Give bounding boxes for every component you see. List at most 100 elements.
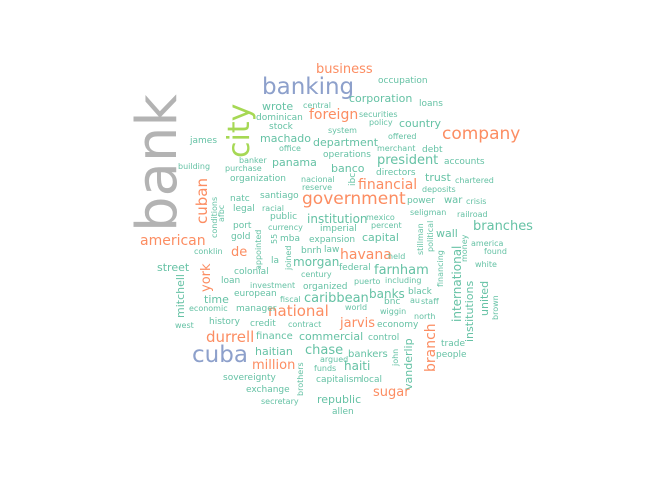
word-president: president xyxy=(377,153,439,168)
word-history: history xyxy=(209,317,240,327)
word-dominican: dominican xyxy=(256,113,303,123)
word-currency: currency xyxy=(268,223,303,232)
word-exchange: exchange xyxy=(246,385,290,395)
word-la: la xyxy=(271,256,280,266)
word-deposits: deposits xyxy=(422,185,456,194)
word-branch: branch xyxy=(423,323,439,372)
word-fiscal: fiscal xyxy=(280,295,301,304)
word-bankers: bankers xyxy=(348,349,388,360)
word-merchant: merchant xyxy=(377,144,416,153)
word-republic: republic xyxy=(317,393,362,406)
word-control: control xyxy=(368,333,400,343)
word-railroad: railroad xyxy=(457,210,488,219)
word-financing: financing xyxy=(436,250,445,287)
word-central: central xyxy=(303,101,331,110)
word-allen: allen xyxy=(332,407,354,417)
word-port: port xyxy=(233,221,252,231)
word-manager: manager xyxy=(236,304,277,314)
word-european: european xyxy=(234,289,277,299)
word-organized: organized xyxy=(303,282,348,292)
word-stock: stock xyxy=(269,122,293,132)
word-wiggin: wiggin xyxy=(380,307,407,316)
word-north: north xyxy=(414,312,436,321)
word-stillman: stillman xyxy=(416,223,425,255)
word-legal: legal xyxy=(233,204,255,214)
word-power: power xyxy=(407,196,435,206)
word-finance: finance xyxy=(256,331,293,342)
word-joined: joined xyxy=(284,245,293,270)
word-brothers: brothers xyxy=(296,362,305,396)
word-purchase: purchase xyxy=(225,164,262,173)
word-business: business xyxy=(316,62,373,77)
word-puerto: puerto xyxy=(354,277,381,286)
word-held: held xyxy=(388,252,406,261)
word-ibc: ibc xyxy=(348,172,358,186)
word-brown: brown xyxy=(491,295,500,320)
word-organization: organization xyxy=(230,174,286,184)
word-street: street xyxy=(157,261,190,274)
word-gold: gold xyxy=(231,232,251,242)
word-banking: banking xyxy=(262,74,355,100)
word-mitchell: mitchell xyxy=(174,274,187,318)
word-nacional: nacional xyxy=(301,175,335,184)
word-bnc: bnc xyxy=(384,297,401,307)
word-afbc: afbc xyxy=(217,204,226,222)
word-mba: mba xyxy=(280,234,300,244)
word-trust: trust xyxy=(425,171,451,184)
word-55: 55 xyxy=(270,233,279,244)
word-haitian: haitian xyxy=(255,345,293,358)
word-appointed: appointed xyxy=(254,229,263,270)
word-caribbean: caribbean xyxy=(304,291,369,306)
word-credit: credit xyxy=(250,319,276,329)
word-au: au xyxy=(410,296,420,305)
word-cuba: cuba xyxy=(192,342,248,368)
word-public: public xyxy=(270,212,298,222)
word-building: building xyxy=(178,162,211,171)
word-west: west xyxy=(175,321,194,330)
word-vanderlip: vanderlip xyxy=(402,338,415,390)
word-america: america xyxy=(471,239,504,248)
word-financial: financial xyxy=(358,177,418,193)
word-company: company xyxy=(442,124,521,144)
word-argued: argued xyxy=(320,355,349,364)
word-reserve: reserve xyxy=(302,183,333,192)
word-capital: capital xyxy=(362,231,399,244)
word-banco: banco xyxy=(331,162,365,175)
word-national: national xyxy=(268,302,329,320)
word-haiti: haiti xyxy=(344,359,371,373)
word-money: money xyxy=(460,234,469,262)
word-debt: debt xyxy=(422,145,443,155)
word-seligman: seligman xyxy=(410,208,447,217)
word-john: john xyxy=(391,348,400,366)
word-time: time xyxy=(204,293,229,306)
word-farnham: farnham xyxy=(374,263,429,278)
word-sugar: sugar xyxy=(373,385,410,400)
word-united: united xyxy=(478,280,491,316)
word-staff: staff xyxy=(421,297,439,306)
word-bnrh: bnrh xyxy=(301,246,322,256)
word-million: million xyxy=(252,358,296,373)
word-conklin: conklin xyxy=(194,247,223,256)
word-jarvis: jarvis xyxy=(340,316,376,331)
word-havana: havana xyxy=(340,247,392,263)
word-century: century xyxy=(301,270,332,279)
word-commercial: commercial xyxy=(299,330,364,343)
word-securities: securities xyxy=(359,110,398,119)
word-banks: banks xyxy=(369,287,405,301)
word-branches: branches xyxy=(473,219,533,234)
word-imperial: imperial xyxy=(320,224,357,234)
word-world: world xyxy=(345,303,368,312)
word-crisis: crisis xyxy=(466,197,487,206)
word-office: office xyxy=(279,144,301,153)
word-percent: percent xyxy=(371,221,402,230)
word-corporation: corporation xyxy=(349,92,413,105)
word-white: white xyxy=(475,260,497,269)
word-government: government xyxy=(302,189,406,209)
word-banker: banker xyxy=(239,156,267,165)
word-country: country xyxy=(399,117,442,130)
word-foreign: foreign xyxy=(309,107,359,123)
word-city: city xyxy=(222,103,257,158)
word-operations: operations xyxy=(323,150,371,160)
word-loan: loan xyxy=(221,276,241,286)
